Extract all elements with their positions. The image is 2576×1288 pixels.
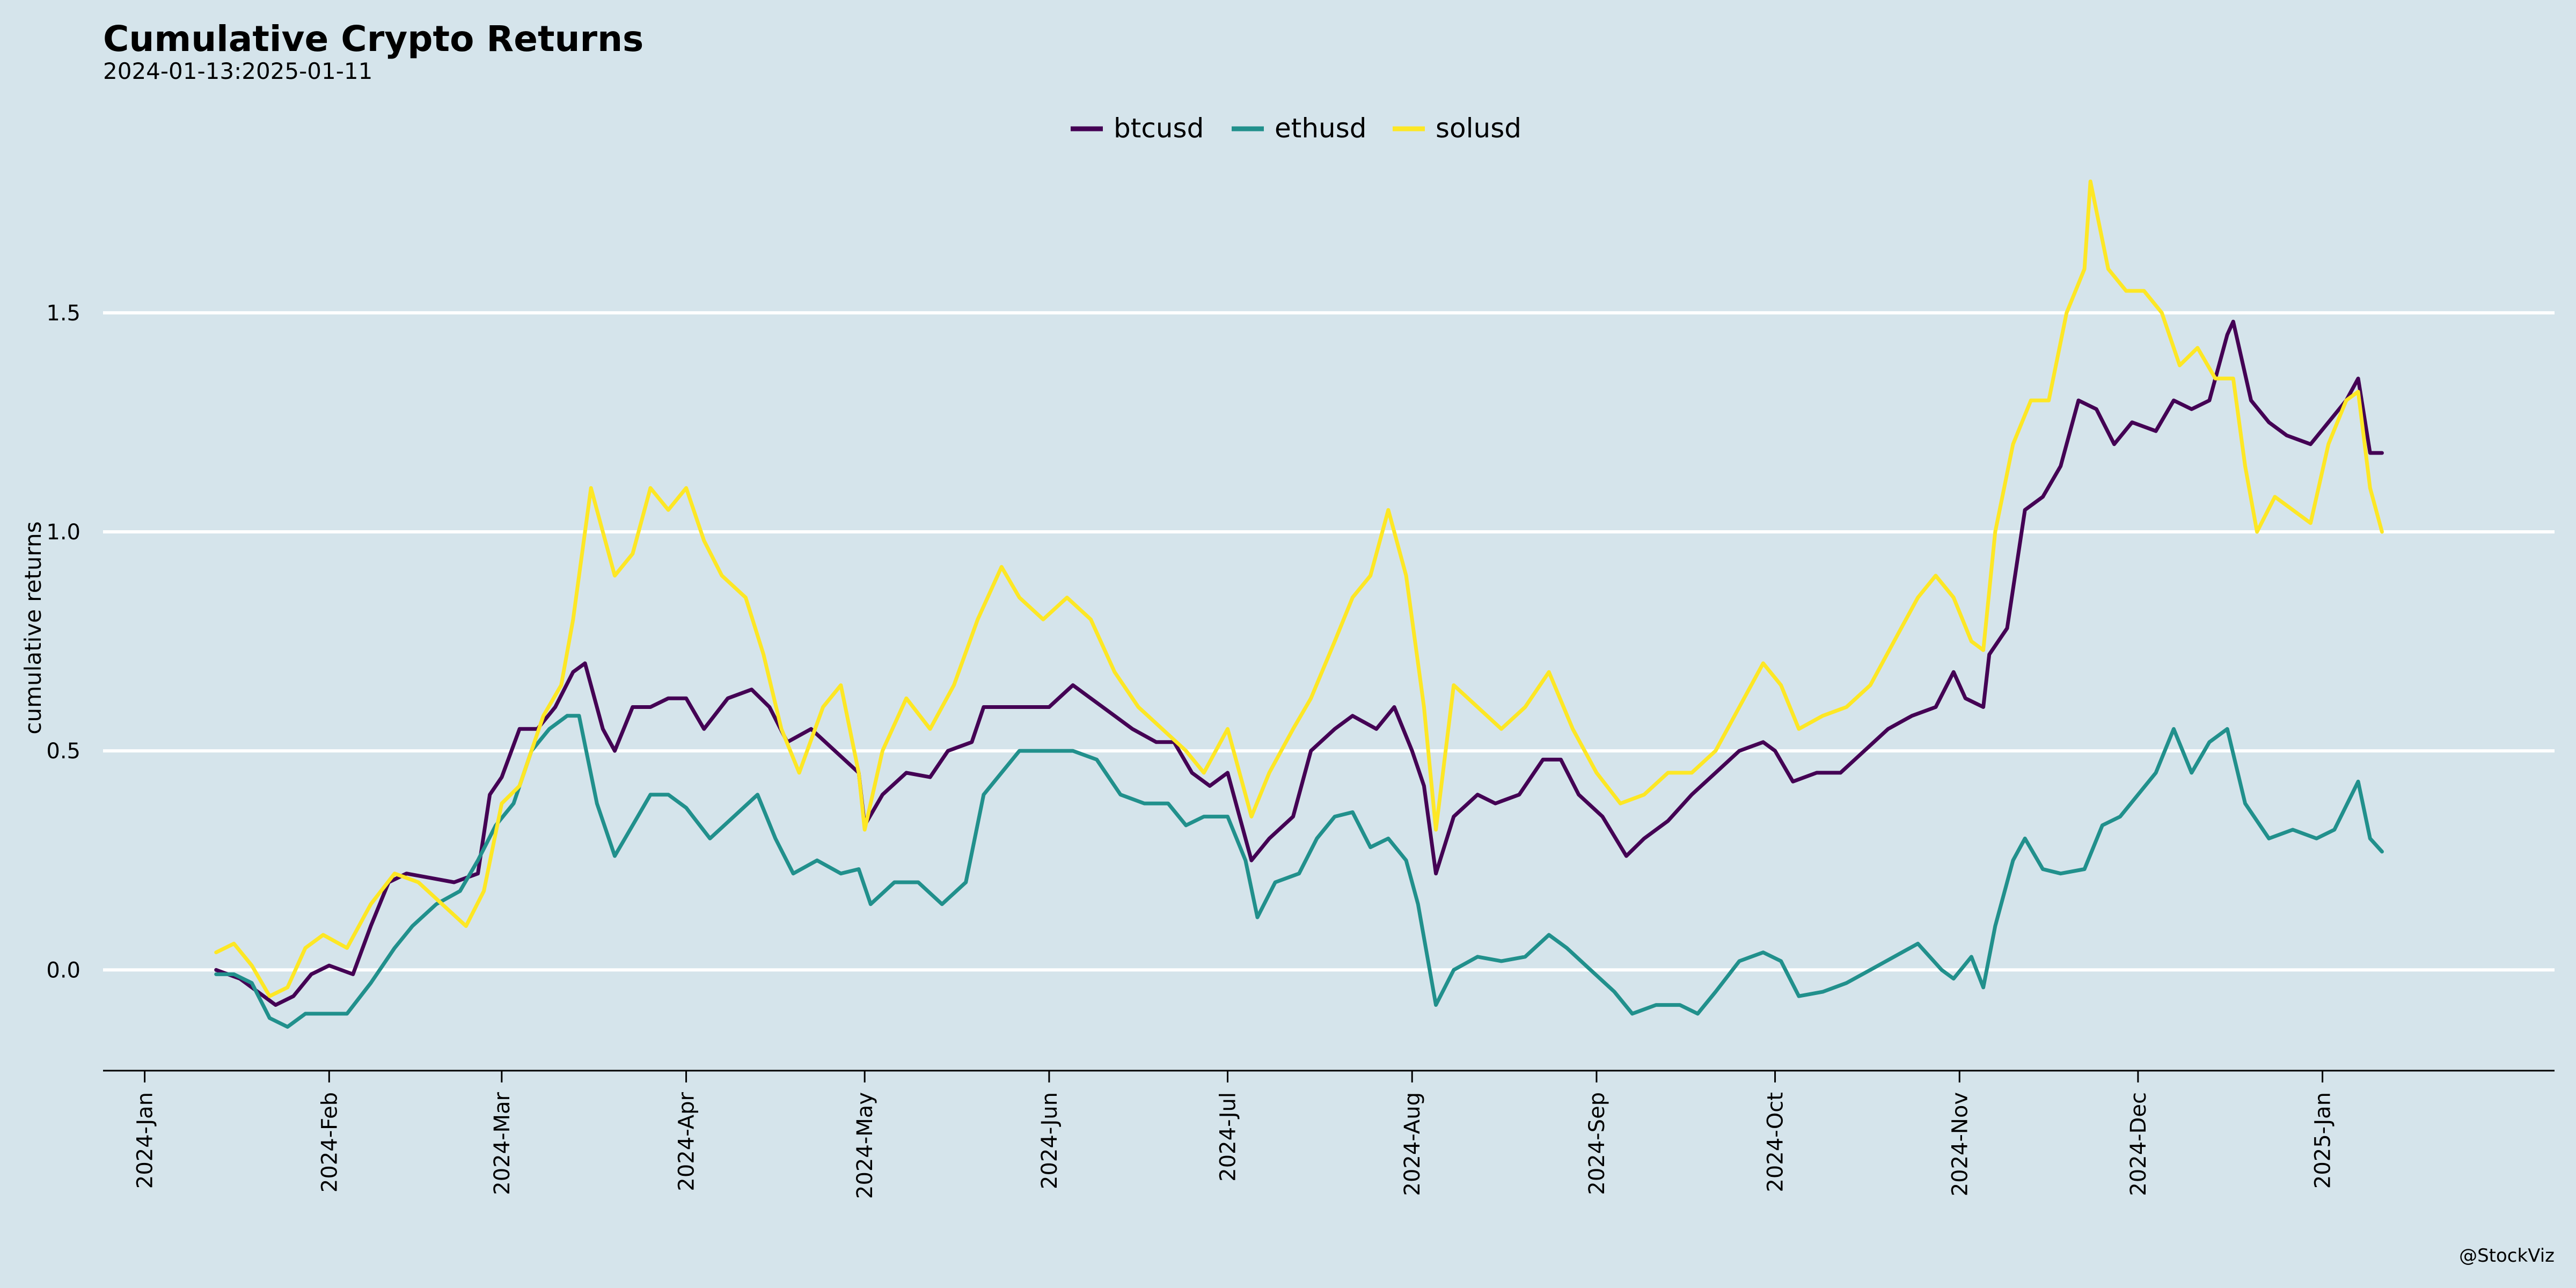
y-axis-label: cumulative returns [20,521,46,734]
x-tick-label: 2024-Jan [133,1092,158,1189]
x-tick-label: 2024-May [853,1092,877,1199]
x-tick-label: 2024-Feb [317,1092,342,1192]
x-tick-label: 2024-Nov [1948,1092,1972,1196]
legend-label-btcusd: btcusd [1114,113,1204,144]
legend: btcusd ethusd solusd [1071,113,1521,144]
y-tick-label: 0.5 [46,739,80,764]
series-line-btcusd [214,319,2384,1007]
x-tick-label: 2024-Apr [675,1092,699,1191]
chart-title: Cumulative Crypto Returns [103,18,644,60]
series-line-solusd [214,179,2384,998]
y-tick-label: 0.0 [46,958,80,983]
series-line-ethusd [214,714,2384,1029]
x-tick-label: 2024-Mar [490,1092,515,1195]
x-tick-label: 2024-Sep [1585,1092,1609,1195]
gridlines [103,311,2555,972]
y-tick-label: 1.0 [46,520,80,545]
x-tick-label: 2024-Oct [1763,1092,1788,1192]
series-layer [214,179,2384,1029]
x-tick-label: 2024-Aug [1400,1092,1425,1196]
axes: 0.0 0.5 1.0 1.5 2024-Jan 2024-Feb 2024-Mar 2024… [46,301,2555,1199]
x-tick-label: 2024-Jun [1037,1092,1062,1189]
x-tick-label: 2025-Jan [2311,1092,2336,1189]
legend-label-ethusd: ethusd [1275,113,1367,144]
chart-caption: @StockViz [2459,1245,2555,1267]
chart-subtitle: 2024-01-13:2025-01-11 [103,58,373,84]
legend-label-solusd: solusd [1436,113,1521,144]
y-tick-label: 1.5 [46,301,80,326]
x-tick-label: 2024-Jul [1216,1092,1241,1182]
x-tick-label: 2024-Dec [2126,1092,2151,1196]
